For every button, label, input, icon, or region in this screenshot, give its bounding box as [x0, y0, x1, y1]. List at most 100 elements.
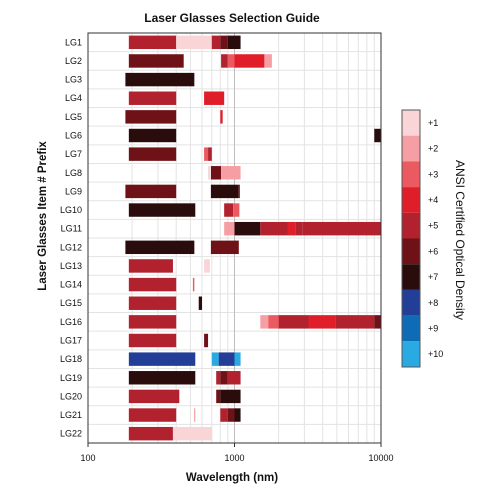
- od-band: [204, 333, 209, 348]
- od-band: [268, 315, 279, 329]
- od-band: [295, 221, 303, 236]
- od-band: [128, 315, 177, 329]
- od-band: [211, 352, 219, 366]
- od-band: [218, 352, 235, 366]
- row-label: LG2: [65, 56, 82, 66]
- od-band: [374, 128, 381, 143]
- x-tick-label: 10000: [368, 453, 393, 463]
- od-band: [278, 315, 309, 329]
- od-band: [220, 35, 228, 50]
- colorbar-swatch: [402, 135, 420, 162]
- colorbar-swatch: [402, 187, 420, 213]
- od-band: [227, 35, 241, 50]
- od-band: [211, 35, 221, 50]
- row-label: LG20: [60, 391, 82, 401]
- od-band: [227, 54, 235, 68]
- row-label: LG4: [65, 93, 82, 103]
- row-label: LG7: [65, 149, 82, 159]
- od-band: [208, 147, 212, 161]
- colorbar-legend: +1 +2 +3 +4 +5 +6 +7 +8 +9 +10: [401, 109, 443, 368]
- od-band: [216, 371, 221, 385]
- colorbar-swatch: [402, 315, 420, 342]
- y-axis-title: Laser Glasses Item # Prefix: [37, 141, 49, 291]
- od-band: [335, 315, 375, 329]
- colorbar-swatch: [402, 110, 420, 136]
- colorbar-swatch: [402, 161, 420, 188]
- od-band: [233, 203, 240, 217]
- od-band: [204, 259, 210, 273]
- colorbar-swatch: [402, 289, 420, 316]
- od-band: [208, 166, 210, 180]
- x-tick-label: 100: [80, 453, 95, 463]
- colorbar-label: +6: [428, 246, 438, 256]
- colorbar-label: +2: [428, 144, 438, 154]
- od-band: [198, 296, 202, 310]
- od-band: [204, 147, 209, 161]
- od-band: [210, 240, 239, 255]
- od-band: [176, 35, 212, 50]
- row-label: LG13: [60, 261, 82, 271]
- colorbar-swatch: [402, 212, 420, 239]
- od-band: [220, 389, 241, 404]
- row-label: LG5: [65, 112, 82, 122]
- od-band: [128, 128, 177, 143]
- colorbar-label: +5: [428, 221, 438, 231]
- od-band: [224, 203, 234, 217]
- row-label: LG18: [60, 354, 82, 364]
- od-band: [227, 408, 235, 422]
- od-band: [172, 426, 212, 441]
- od-band: [128, 91, 177, 105]
- row-label: LG11: [61, 224, 82, 234]
- od-band: [227, 371, 241, 385]
- od-band: [125, 110, 177, 124]
- od-band: [220, 371, 228, 385]
- row-label: LG12: [60, 242, 82, 252]
- od-band: [374, 315, 381, 329]
- od-band: [260, 221, 288, 236]
- row-label: LG21: [60, 410, 82, 420]
- od-band: [128, 333, 177, 348]
- row-label: LG9: [65, 186, 82, 196]
- colorbar-label: +1: [428, 118, 438, 128]
- od-band: [128, 352, 196, 366]
- od-band: [234, 352, 241, 366]
- row-label: LG15: [60, 298, 82, 308]
- od-band: [128, 147, 177, 161]
- colorbar-label: +7: [428, 272, 438, 282]
- od-band: [221, 166, 241, 180]
- frame-layer: [87, 32, 382, 447]
- colorbar-label: +10: [428, 349, 443, 359]
- chart-title: Laser Glasses Selection Guide: [144, 11, 320, 25]
- od-band: [234, 221, 261, 236]
- od-band: [234, 408, 241, 422]
- row-label: LG3: [65, 75, 82, 85]
- colorbar-label: +4: [428, 195, 438, 205]
- od-band: [216, 389, 221, 404]
- od-band: [210, 184, 239, 199]
- row-label: LG17: [60, 336, 82, 346]
- od-band: [128, 203, 196, 217]
- colorbar-swatch: [402, 341, 420, 367]
- od-band: [308, 315, 336, 329]
- od-band: [128, 389, 180, 404]
- od-band: [234, 54, 265, 68]
- band-layer: [125, 35, 381, 441]
- colorbar-swatch: [402, 264, 420, 290]
- x-tick-label: 1000: [224, 453, 244, 463]
- od-band: [220, 408, 228, 422]
- row-label: LG1: [65, 37, 82, 47]
- row-label: LG8: [65, 168, 82, 178]
- od-band: [204, 91, 225, 105]
- od-band: [238, 184, 240, 199]
- od-band: [224, 221, 235, 236]
- od-band: [128, 35, 177, 50]
- od-band: [192, 277, 195, 292]
- colorbar-label: +9: [428, 323, 438, 333]
- row-label: LG16: [60, 317, 82, 327]
- od-band: [125, 184, 177, 199]
- row-label: LG14: [60, 280, 82, 290]
- od-band: [128, 54, 184, 68]
- colorbar-swatch: [402, 238, 420, 265]
- od-band: [128, 371, 196, 385]
